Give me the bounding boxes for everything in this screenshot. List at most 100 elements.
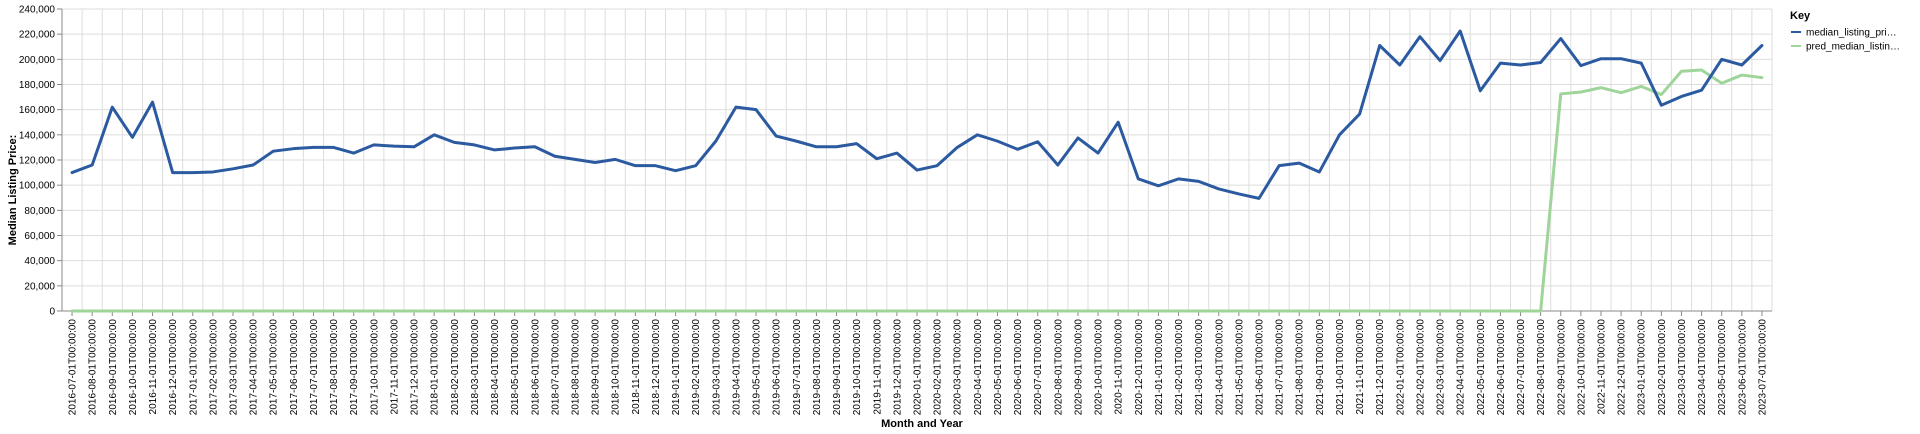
x-tick-label: 2022-08-01T00:00:00 bbox=[1536, 319, 1547, 416]
x-tick-label: 2021-06-01T00:00:00 bbox=[1255, 319, 1266, 416]
x-tick-label: 2021-07-01T00:00:00 bbox=[1275, 319, 1286, 416]
x-tick-label: 2023-06-01T00:00:00 bbox=[1737, 319, 1748, 416]
x-tick-label: 2019-05-01T00:00:00 bbox=[752, 319, 763, 416]
x-tick-label: 2022-10-01T00:00:00 bbox=[1576, 319, 1587, 416]
x-tick-label: 2022-01-01T00:00:00 bbox=[1395, 319, 1406, 416]
x-tick-label: 2018-07-01T00:00:00 bbox=[550, 319, 561, 416]
x-tick-label: 2017-12-01T00:00:00 bbox=[410, 319, 421, 416]
y-tick-label: 0 bbox=[49, 307, 55, 318]
y-axis: 0 20,000 40,000 60,000 80,000 100,000 120,000 1… bbox=[19, 5, 63, 318]
x-tick-label: 2018-11-01T00:00:00 bbox=[631, 319, 642, 415]
x-tick-label: 2022-06-01T00:00:00 bbox=[1496, 319, 1507, 416]
x-tick-label: 2019-10-01T00:00:00 bbox=[852, 319, 863, 416]
x-tick-label: 2019-12-01T00:00:00 bbox=[892, 319, 903, 416]
y-tick-label: 160,000 bbox=[19, 105, 56, 116]
x-tick-label: 2019-04-01T00:00:00 bbox=[731, 319, 742, 416]
y-tick-label: 40,000 bbox=[24, 256, 55, 267]
x-tick-label: 2022-07-01T00:00:00 bbox=[1516, 319, 1527, 416]
y-tick-label: 120,000 bbox=[19, 156, 56, 167]
x-tick-label: 2023-03-01T00:00:00 bbox=[1677, 319, 1688, 416]
x-tick-label: 2020-06-01T00:00:00 bbox=[1013, 319, 1024, 416]
x-tick-label: 2020-08-01T00:00:00 bbox=[1053, 319, 1064, 416]
x-tick-label: 2021-05-01T00:00:00 bbox=[1234, 319, 1245, 416]
x-tick-label: 2017-08-01T00:00:00 bbox=[329, 319, 340, 416]
x-tick-label: 2020-10-01T00:00:00 bbox=[1094, 319, 1105, 416]
x-tick-label: 2022-12-01T00:00:00 bbox=[1617, 319, 1628, 416]
legend-label: pred_median_listin… bbox=[1806, 42, 1900, 53]
y-axis-title: Median Listing Price: bbox=[7, 135, 19, 246]
x-tick-label: 2017-11-01T00:00:00 bbox=[389, 319, 400, 415]
x-tick-label: 2017-04-01T00:00:00 bbox=[249, 319, 260, 416]
x-tick-label: 2017-06-01T00:00:00 bbox=[289, 319, 300, 416]
y-tick-label: 20,000 bbox=[24, 281, 55, 292]
x-tick-label: 2017-07-01T00:00:00 bbox=[309, 319, 320, 416]
y-tick-label: 220,000 bbox=[19, 30, 56, 41]
x-tick-label: 2016-08-01T00:00:00 bbox=[88, 319, 99, 416]
x-tick-label: 2020-04-01T00:00:00 bbox=[973, 319, 984, 416]
y-tick-label: 140,000 bbox=[19, 130, 56, 141]
x-tick-label: 2016-12-01T00:00:00 bbox=[168, 319, 179, 416]
x-tick-label: 2017-01-01T00:00:00 bbox=[188, 319, 199, 416]
x-tick-label: 2019-11-01T00:00:00 bbox=[872, 319, 883, 415]
x-tick-label: 2022-03-01T00:00:00 bbox=[1436, 319, 1447, 416]
x-tick-label: 2022-04-01T00:00:00 bbox=[1456, 319, 1467, 416]
x-tick-label: 2018-02-01T00:00:00 bbox=[450, 319, 461, 416]
x-tick-label: 2018-06-01T00:00:00 bbox=[530, 319, 541, 416]
legend: Key median_listing_pri… pred_median_listi… bbox=[1790, 10, 1900, 53]
x-tick-label: 2018-01-01T00:00:00 bbox=[430, 319, 441, 416]
series-layer bbox=[70, 29, 1764, 313]
x-tick-label: 2020-12-01T00:00:00 bbox=[1134, 319, 1145, 416]
y-tick-label: 100,000 bbox=[19, 181, 56, 192]
x-tick-label: 2019-08-01T00:00:00 bbox=[812, 319, 823, 416]
x-tick-label: 2021-09-01T00:00:00 bbox=[1315, 319, 1326, 416]
x-tick-label: 2020-05-01T00:00:00 bbox=[993, 319, 1004, 416]
x-tick-label: 2016-10-01T00:00:00 bbox=[128, 319, 139, 416]
x-tick-label: 2016-11-01T00:00:00 bbox=[148, 319, 159, 415]
x-tick-label: 2018-03-01T00:00:00 bbox=[470, 319, 481, 416]
x-tick-label: 2017-09-01T00:00:00 bbox=[349, 319, 360, 416]
gridlines bbox=[61, 8, 1773, 312]
x-tick-label: 2019-07-01T00:00:00 bbox=[792, 319, 803, 416]
x-tick-label: 2017-03-01T00:00:00 bbox=[229, 319, 240, 416]
x-tick-label: 2019-03-01T00:00:00 bbox=[711, 319, 722, 416]
y-tick-label: 60,000 bbox=[24, 231, 55, 242]
x-tick-label: 2023-02-01T00:00:00 bbox=[1657, 319, 1668, 416]
x-tick-label: 2023-01-01T00:00:00 bbox=[1637, 319, 1648, 416]
x-tick-label: 2021-11-01T00:00:00 bbox=[1355, 319, 1366, 415]
x-tick-label: 2020-03-01T00:00:00 bbox=[953, 319, 964, 416]
legend-label: median_listing_pri… bbox=[1806, 28, 1897, 39]
x-tick-label: 2018-08-01T00:00:00 bbox=[571, 319, 582, 416]
x-tick-label: 2021-01-01T00:00:00 bbox=[1154, 319, 1165, 416]
legend-title: Key bbox=[1790, 10, 1811, 22]
x-tick-label: 2017-10-01T00:00:00 bbox=[369, 319, 380, 416]
x-tick-label: 2020-07-01T00:00:00 bbox=[1033, 319, 1044, 416]
x-tick-label: 2022-05-01T00:00:00 bbox=[1476, 319, 1487, 416]
x-tick-label: 2017-02-01T00:00:00 bbox=[208, 319, 219, 416]
x-tick-label: 2020-02-01T00:00:00 bbox=[933, 319, 944, 416]
y-tick-label: 80,000 bbox=[24, 206, 55, 217]
x-axis-title: Month and Year bbox=[881, 418, 963, 430]
series-line-pred-median-listing-price bbox=[70, 68, 1764, 313]
x-tick-label: 2020-11-01T00:00:00 bbox=[1114, 319, 1125, 415]
x-tick-label: 2019-01-01T00:00:00 bbox=[671, 319, 682, 416]
x-tick-label: 2023-07-01T00:00:00 bbox=[1757, 319, 1768, 416]
x-axis: 2016-07-01T00:00:00 2016-08-01T00:00:00 20… bbox=[62, 310, 1772, 416]
x-tick-label: 2021-10-01T00:00:00 bbox=[1335, 319, 1346, 416]
x-tick-label: 2021-08-01T00:00:00 bbox=[1295, 319, 1306, 416]
y-tick-label: 180,000 bbox=[19, 80, 56, 91]
x-tick-label: 2021-03-01T00:00:00 bbox=[1194, 319, 1205, 416]
x-tick-label: 2018-10-01T00:00:00 bbox=[611, 319, 622, 416]
x-tick-label: 2018-04-01T00:00:00 bbox=[490, 319, 501, 416]
x-tick-label: 2023-05-01T00:00:00 bbox=[1717, 319, 1728, 416]
x-tick-label: 2018-05-01T00:00:00 bbox=[510, 319, 521, 416]
x-tick-label: 2022-11-01T00:00:00 bbox=[1597, 319, 1608, 415]
x-tick-label: 2019-02-01T00:00:00 bbox=[691, 319, 702, 416]
x-tick-label: 2016-09-01T00:00:00 bbox=[108, 319, 119, 416]
y-tick-label: 240,000 bbox=[19, 5, 56, 16]
x-tick-label: 2020-09-01T00:00:00 bbox=[1073, 319, 1084, 416]
x-tick-label: 2019-09-01T00:00:00 bbox=[832, 319, 843, 416]
x-tick-label: 2022-02-01T00:00:00 bbox=[1415, 319, 1426, 416]
x-tick-label: 2018-12-01T00:00:00 bbox=[651, 319, 662, 416]
series-line-median-listing-price bbox=[70, 29, 1764, 200]
